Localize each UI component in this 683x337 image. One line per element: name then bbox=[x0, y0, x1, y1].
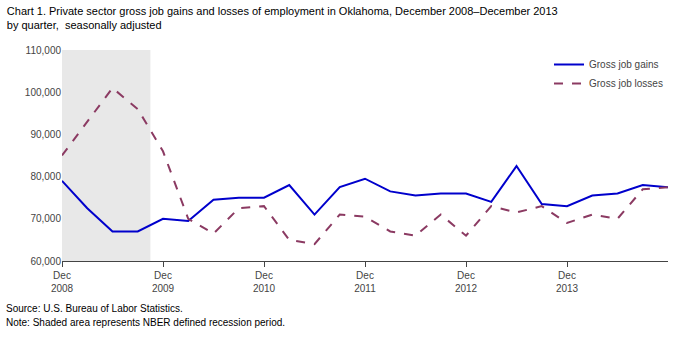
svg-text:Dec2008: Dec2008 bbox=[51, 270, 74, 294]
svg-text:Gross job gains: Gross job gains bbox=[589, 59, 658, 70]
svg-text:Dec2011: Dec2011 bbox=[354, 270, 376, 294]
svg-text:100,000: 100,000 bbox=[25, 87, 62, 98]
svg-text:Dec2010: Dec2010 bbox=[253, 270, 276, 294]
svg-text:70,000: 70,000 bbox=[30, 213, 61, 224]
svg-text:90,000: 90,000 bbox=[30, 129, 61, 140]
svg-text:Dec2013: Dec2013 bbox=[556, 270, 579, 294]
svg-text:Dec2012: Dec2012 bbox=[455, 270, 478, 294]
svg-text:Chart 1. Private sector gross: Chart 1. Private sector gross job gains … bbox=[7, 5, 558, 31]
svg-text:60,000: 60,000 bbox=[30, 256, 61, 267]
svg-text:80,000: 80,000 bbox=[30, 171, 61, 182]
svg-text:Gross job losses: Gross job losses bbox=[589, 78, 663, 89]
svg-text:110,000: 110,000 bbox=[26, 45, 62, 56]
svg-text:Dec2009: Dec2009 bbox=[152, 270, 175, 294]
svg-text:Source: U.S. Bureau of Labor S: Source: U.S. Bureau of Labor Statistics. bbox=[6, 303, 183, 314]
svg-text:Note: Shaded area represents N: Note: Shaded area represents NBER define… bbox=[6, 317, 285, 328]
